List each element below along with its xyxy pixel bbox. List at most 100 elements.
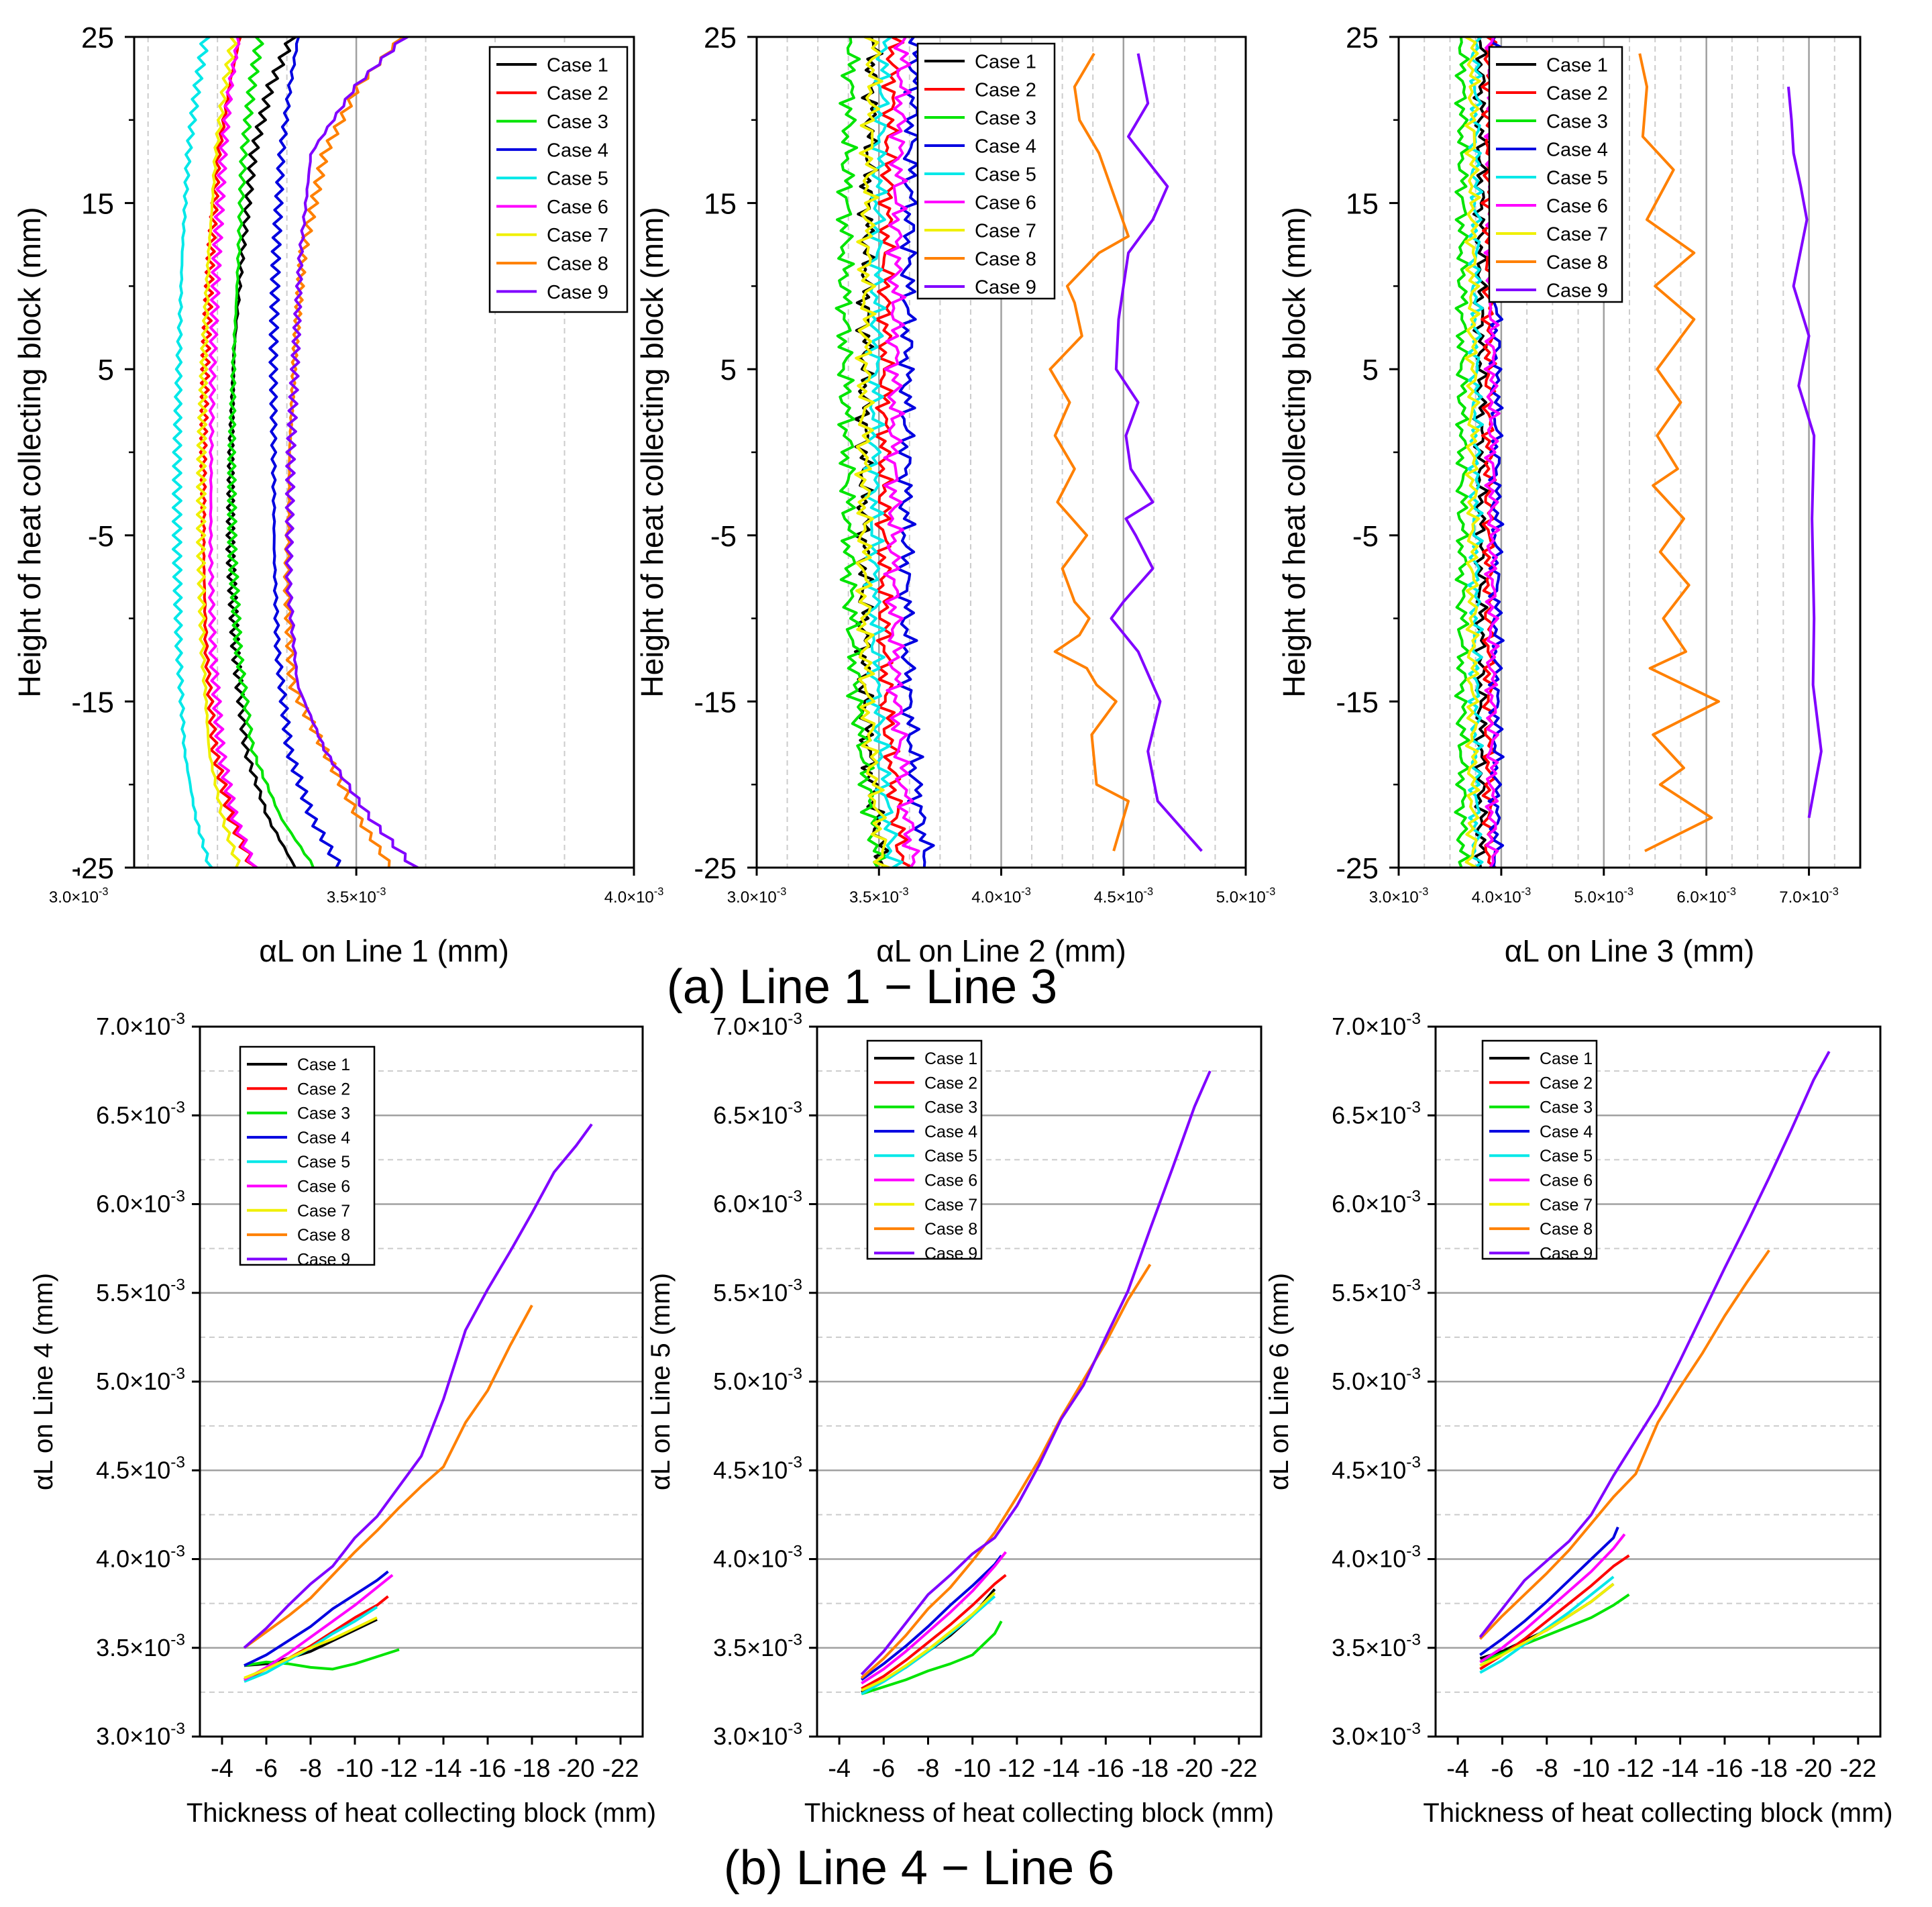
x-tick-label: -14 <box>1662 1755 1699 1783</box>
x-axis-title: αL on Line 1 (mm) <box>259 933 509 968</box>
series-line-case-1 <box>244 1618 378 1667</box>
x-axis-title: αL on Line 2 (mm) <box>876 933 1126 968</box>
y-tick-label: -15 <box>694 686 737 719</box>
series-line-case-3 <box>1454 36 1471 868</box>
legend-label: Case 3 <box>1546 111 1608 132</box>
y-tick-label: 3.0×10-3 <box>96 1720 185 1750</box>
series-group <box>1479 1051 1831 1674</box>
series-group <box>835 36 1203 869</box>
x-tick-label: -16 <box>1087 1755 1124 1783</box>
caption-a: (a) Line 1 − Line 3 <box>667 960 1057 1014</box>
series-line-case-4 <box>1479 1527 1619 1656</box>
panel-line3: 25 15 5 -5 -15 -253.0×10-3 4.0×10-3 5.0×10-3 6.0… <box>1277 21 1862 968</box>
series-line-case-1 <box>1472 36 1490 868</box>
y-tick-label: -25 <box>1336 852 1379 885</box>
y-tick-label: 15 <box>81 188 114 221</box>
legend-label: Case 1 <box>1540 1049 1593 1068</box>
y-tick-label: 5.5×10-3 <box>96 1276 185 1306</box>
x-tick-label: 4.0×10-3 <box>971 886 1031 907</box>
series-line-case-7 <box>1464 36 1481 869</box>
y-tick-label: -5 <box>88 520 114 553</box>
series-line-case-1 <box>225 36 297 868</box>
caption-b: (b) Line 4 − Line 6 <box>724 1841 1114 1895</box>
x-tick-label: 3.0×10-3 <box>727 886 787 907</box>
panel-line6: 3.0×10-3 3.5×10-3 4.0×10-3 4.5×10-3 5.0×10-3… <box>1265 1010 1893 1828</box>
legend-label: Case 9 <box>297 1250 350 1269</box>
y-tick-label: 3.0×10-3 <box>1332 1720 1421 1750</box>
legend-label: Case 9 <box>975 276 1036 298</box>
series-line-case-9 <box>1479 1051 1831 1639</box>
x-tick-label: -12 <box>998 1755 1035 1783</box>
x-tick-label: 4.0×10-3 <box>1472 886 1532 907</box>
series-line-case-9 <box>1110 53 1203 852</box>
series-line-case-9 <box>284 36 419 869</box>
legend-box <box>1488 46 1623 303</box>
legend-label: Case 5 <box>1540 1147 1593 1166</box>
legend-label: Case 8 <box>297 1226 350 1245</box>
series-line-case-9 <box>1786 87 1823 819</box>
y-tick-label: 6.5×10-3 <box>96 1098 185 1129</box>
legend-label: Case 8 <box>547 254 608 275</box>
y-tick-label: 15 <box>704 188 737 221</box>
x-tick-label: -14 <box>1043 1755 1080 1783</box>
series-group <box>243 1123 593 1683</box>
y-tick-label: 4.5×10-3 <box>1332 1453 1421 1484</box>
y-axis-title: αL on Line 4 (mm) <box>29 1273 58 1490</box>
x-tick-label: 7.0×10-3 <box>1779 886 1839 907</box>
ticks: 3.0×10-3 3.5×10-3 4.0×10-3 4.5×10-3 5.0×10-3… <box>1332 1010 1876 1783</box>
x-tick-label: -12 <box>1617 1755 1654 1783</box>
x-tick-label: -20 <box>558 1755 595 1783</box>
legend-label: Case 5 <box>975 164 1036 185</box>
series-line-case-5 <box>171 36 213 869</box>
legend-label: Case 4 <box>1546 139 1608 160</box>
legend-box <box>866 1039 983 1260</box>
legend-box <box>239 1045 376 1266</box>
y-tick-label: 7.0×10-3 <box>96 1010 185 1040</box>
x-tick-label: 3.0×10-3 <box>1369 886 1429 907</box>
y-tick-label: 5.0×10-3 <box>713 1365 802 1395</box>
legend-box <box>916 42 1056 300</box>
x-tick-label: 3.0×10-3 <box>49 886 109 907</box>
x-tick-label: -4 <box>828 1755 851 1783</box>
y-tick-label: 5 <box>98 354 114 386</box>
legend: Case 1 Case 2 Case 3 Case 4 Case 5 Case 6 Case… <box>1488 46 1623 303</box>
legend-label: Case 2 <box>547 83 608 105</box>
legend-label: Case 3 <box>1540 1098 1593 1117</box>
series-line-case-4 <box>244 1570 389 1667</box>
x-tick-label: -4 <box>211 1755 233 1783</box>
ticks: 3.0×10-3 3.5×10-3 4.0×10-3 4.5×10-3 5.0×10-3… <box>713 1010 1257 1783</box>
legend-label: Case 2 <box>297 1080 350 1098</box>
series-line-case-8 <box>860 1264 1152 1680</box>
y-tick-label: 5.5×10-3 <box>713 1276 802 1306</box>
x-axis-title: Thickness of heat collecting block (mm) <box>804 1798 1274 1828</box>
legend-label: Case 8 <box>1546 252 1608 273</box>
x-tick-label: -8 <box>299 1755 322 1783</box>
legend-label: Case 2 <box>1546 83 1608 104</box>
legend: Case 1 Case 2 Case 3 Case 4 Case 5 Case 6 Case… <box>488 46 629 313</box>
legend-label: Case 6 <box>547 197 608 218</box>
x-tick-label: -10 <box>954 1755 991 1783</box>
legend-label: Case 6 <box>1540 1172 1593 1190</box>
legend-box <box>488 46 629 313</box>
x-tick-label: -22 <box>602 1755 639 1783</box>
legend-label: Case 1 <box>924 1049 977 1068</box>
x-tick-label: -14 <box>425 1755 462 1783</box>
legend: Case 1 Case 2 Case 3 Case 4 Case 5 Case 6 Case… <box>1481 1039 1598 1263</box>
legend-label: Case 2 <box>924 1074 977 1092</box>
x-tick-label: 3.5×10-3 <box>849 886 909 907</box>
panel-line5: 3.0×10-3 3.5×10-3 4.0×10-3 4.5×10-3 5.0×10-3… <box>646 1010 1274 1828</box>
x-tick-label: -6 <box>1491 1755 1514 1783</box>
series-line-case-8 <box>282 36 405 868</box>
x-tick-label: -8 <box>1536 1755 1558 1783</box>
legend-label: Case 7 <box>975 220 1036 242</box>
legend-label: Case 6 <box>975 192 1036 213</box>
legend-label: Case 9 <box>924 1244 977 1263</box>
y-tick-label: 4.5×10-3 <box>96 1453 185 1484</box>
x-tick-label: -6 <box>255 1755 278 1783</box>
ticks: 25 15 5 -5 -15 -253.0×10-3 3.5×10-3 4.0×10-3 4.5… <box>694 21 1275 907</box>
legend-label: Case 5 <box>297 1153 350 1172</box>
legend-label: Case 1 <box>547 54 608 76</box>
